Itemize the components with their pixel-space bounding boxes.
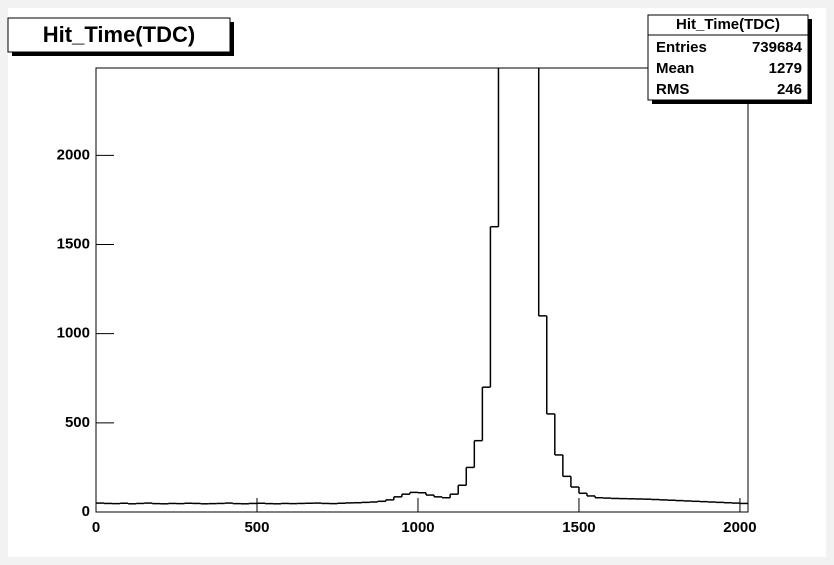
- x-tick-label: 2000: [723, 519, 756, 536]
- title-box: [7, 17, 231, 53]
- x-tick-label: 1500: [562, 519, 595, 536]
- y-tick-label: 2000: [57, 146, 90, 163]
- x-tick-label: 1000: [401, 519, 434, 536]
- x-tick-label: 500: [244, 519, 269, 536]
- plot-frame: [95, 67, 749, 513]
- chart-title: Hit_Time(TDC): [43, 22, 195, 47]
- y-tick-label: 1500: [57, 235, 90, 252]
- axes: 0 500 1000 1500 2000 0 500 1000 1500 2000: [57, 146, 757, 536]
- stats-label: Mean: [656, 60, 694, 77]
- stats-value: 1279: [769, 60, 802, 77]
- stats-label: Entries: [656, 39, 707, 56]
- stats-title: Hit_Time(TDC): [676, 16, 780, 33]
- y-tick-label: 500: [65, 414, 90, 431]
- stats-value: 246: [777, 81, 802, 98]
- stats-value: 739684: [752, 39, 803, 56]
- stats-rows: Entries 739684 Mean 1279 RMS 246: [656, 39, 803, 98]
- y-tick-label: 1000: [57, 325, 90, 342]
- stats-box: [647, 14, 809, 101]
- y-tick-label: 0: [82, 503, 90, 520]
- histogram: [96, 68, 748, 505]
- stats-label: RMS: [656, 81, 689, 98]
- x-tick-label: 0: [92, 519, 100, 536]
